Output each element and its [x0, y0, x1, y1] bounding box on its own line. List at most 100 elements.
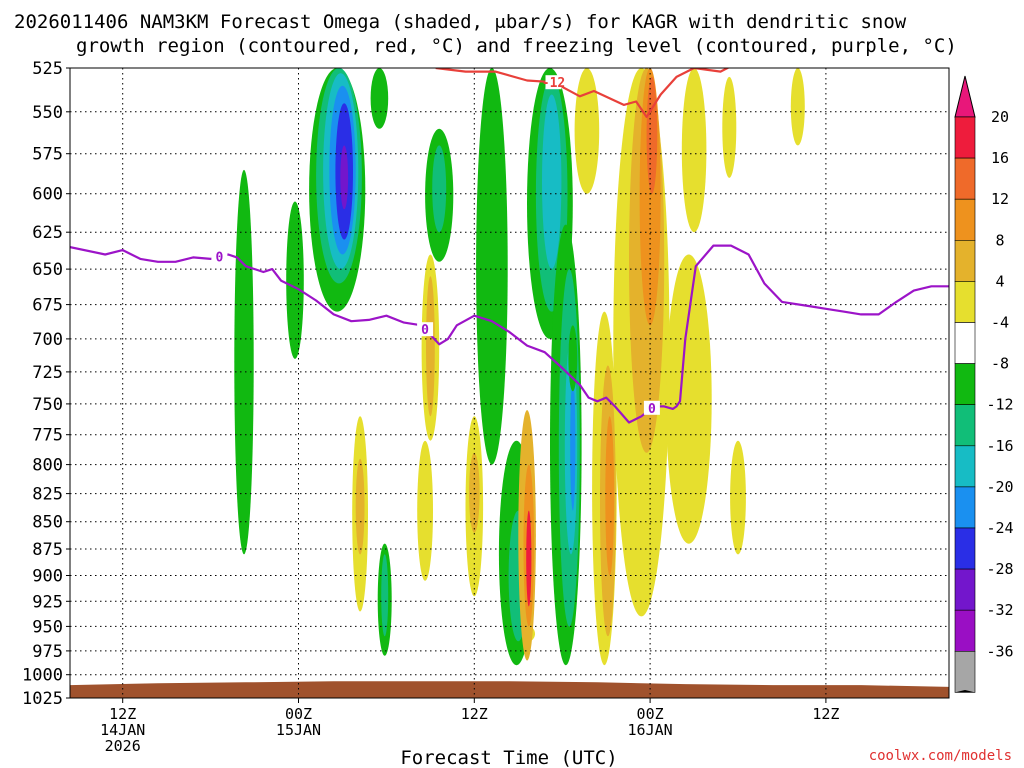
- y-axis: 525 550 575 600 625 650 675 700 725 750 775 800 825 8…: [22, 59, 70, 709]
- contour-labels: 0 0 0 -12: [211, 75, 660, 417]
- colorbar-swatch: [954, 240, 976, 282]
- x-tick-label: 12Z: [109, 705, 136, 723]
- colorbar-label: 4: [995, 272, 1004, 290]
- contour-lines: [70, 68, 949, 424]
- colorbar-label: 8: [995, 231, 1004, 249]
- colorbar-swatch: [954, 609, 976, 652]
- y-tick-label: 825: [32, 485, 63, 505]
- x-tick-label: 16JAN: [628, 721, 673, 739]
- colorbar: 20 16 12 8 4 -4 -8 -12 -16 -20 -24 -28 -32 -36: [954, 75, 1014, 693]
- omega-cell: [730, 440, 746, 555]
- contour-label-bg: [545, 75, 562, 90]
- colorbar-swatch: [954, 363, 976, 406]
- omega-cell: [370, 68, 389, 129]
- colorbar-label: 12: [991, 190, 1009, 208]
- omega-cell: [355, 458, 365, 555]
- plot-frame: [69, 67, 950, 699]
- colorbar-swatch: [954, 486, 976, 529]
- terrain-layer: [70, 681, 949, 698]
- contour-label-bg: [643, 400, 660, 415]
- omega-shading: [234, 68, 805, 666]
- x-axis-label: Forecast Time (UTC): [400, 747, 617, 768]
- y-tick-label: 525: [32, 59, 63, 79]
- omega-cell: [381, 554, 389, 637]
- omega-cell: [665, 254, 712, 544]
- colorbar-bottom-arrow: [955, 690, 975, 693]
- colorbar-label: -4: [991, 314, 1009, 332]
- colorbar-label: 16: [991, 149, 1009, 167]
- omega-cell: [426, 276, 435, 417]
- omega-cell: [574, 68, 600, 194]
- y-tick-label: 950: [32, 617, 63, 637]
- omega-cell: [542, 94, 562, 270]
- colorbar-label: -32: [986, 601, 1013, 619]
- omega-cell: [570, 378, 576, 511]
- contour-label: 0: [648, 402, 656, 417]
- x-tick-label: 12Z: [812, 705, 839, 723]
- y-tick-label: 775: [32, 426, 63, 446]
- y-tick-label: 600: [32, 185, 63, 205]
- freezing-level-contour: [70, 244, 949, 424]
- contour-label-bg: [417, 322, 434, 337]
- x-tick-label: 00Z: [285, 705, 312, 723]
- y-tick-label: 925: [32, 592, 63, 612]
- y-tick-label: 725: [32, 363, 63, 383]
- colorbar-swatch: [954, 157, 976, 200]
- terrain-fill: [70, 681, 949, 698]
- x-tick-label: 14JAN: [100, 721, 145, 739]
- omega-cell: [234, 169, 254, 555]
- x-tick-label: 15JAN: [276, 721, 321, 739]
- colorbar-swatch: [954, 404, 976, 447]
- omega-cell: [722, 76, 737, 178]
- y-tick-label: 1000: [22, 666, 63, 686]
- omega-cell: [417, 440, 433, 581]
- y-tick-label: 1025: [22, 689, 63, 709]
- contour-label: -12: [542, 76, 565, 91]
- omega-cell: [340, 145, 349, 210]
- colorbar-swatch: [954, 198, 976, 241]
- colorbar-swatch: [954, 445, 976, 488]
- colorbar-swatch: [954, 568, 976, 611]
- colorbar-label: -12: [986, 396, 1013, 414]
- colorbar-label: -8: [991, 355, 1009, 373]
- y-tick-label: 875: [32, 540, 63, 560]
- y-tick-label: 800: [32, 456, 63, 476]
- colorbar-swatch: [954, 650, 976, 693]
- colorbar-swatch: [954, 116, 976, 159]
- omega-cell: [432, 145, 447, 233]
- y-tick-label: 850: [32, 513, 63, 533]
- y-tick-label: 750: [32, 395, 63, 415]
- chart-title-line-1: 2026011406 NAM3KM Forecast Omega (shaded…: [14, 11, 907, 33]
- contour-label-bg: [211, 249, 228, 264]
- omega-cell: [605, 416, 615, 576]
- omega-cell: [469, 452, 480, 533]
- y-tick-label: 700: [32, 330, 63, 350]
- omega-cell: [286, 201, 304, 359]
- y-tick-label: 650: [32, 260, 63, 280]
- grid-lines: [70, 67, 949, 699]
- colorbar-top-arrow: [954, 75, 976, 118]
- colorbar-label: -28: [986, 560, 1013, 578]
- y-tick-label: 900: [32, 567, 63, 587]
- colorbar-swatch: [954, 281, 976, 323]
- y-tick-label: 975: [32, 642, 63, 662]
- colorbar-swatch: [954, 322, 976, 364]
- y-tick-label: 575: [32, 145, 63, 165]
- omega-cell: [526, 510, 532, 607]
- credit-text: coolwx.com/models: [869, 748, 1012, 764]
- omega-cell: [476, 68, 508, 465]
- colorbar-label: -36: [986, 642, 1013, 660]
- x-tick-label: 2026: [105, 737, 141, 755]
- omega-cell: [790, 68, 805, 146]
- x-tick-label: 00Z: [637, 705, 664, 723]
- omega-cell: [646, 76, 658, 194]
- colorbar-label: -24: [986, 519, 1013, 537]
- y-tick-label: 550: [32, 103, 63, 123]
- y-tick-label: 625: [32, 223, 63, 243]
- contour-label: 0: [215, 251, 223, 266]
- chart-title-line-2: growth region (contoured, red, °C) and f…: [76, 35, 957, 57]
- colorbar-swatch: [954, 527, 976, 570]
- x-tick-label: 12Z: [461, 705, 488, 723]
